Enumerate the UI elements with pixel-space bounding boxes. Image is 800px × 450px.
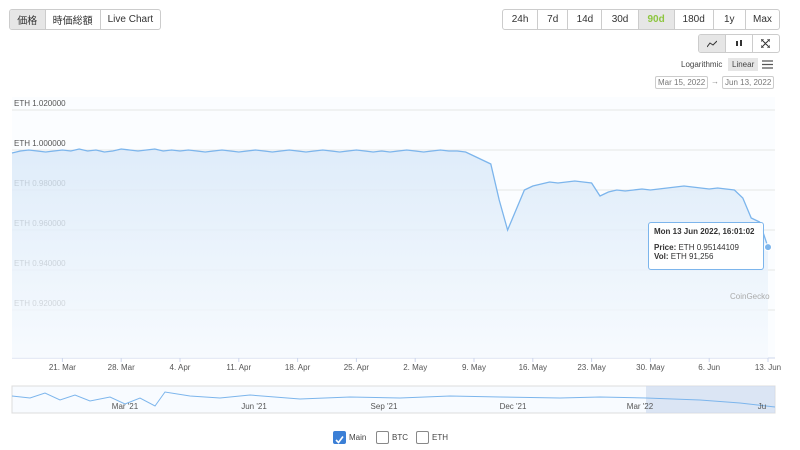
fullscreen-icon[interactable]: [751, 35, 779, 52]
navigator-selection[interactable]: [646, 386, 775, 413]
legend-label[interactable]: BTC: [392, 433, 408, 442]
range-button[interactable]: Max: [744, 10, 779, 29]
range-button[interactable]: 30d: [601, 10, 637, 29]
navigator-label: Mar '22: [627, 402, 654, 411]
navigator-label: Mar '21: [112, 402, 139, 411]
menu-icon[interactable]: [762, 60, 773, 69]
checkbox-checked[interactable]: [333, 431, 346, 444]
x-tick-label: 30. May: [636, 363, 664, 372]
x-tick-label: 28. Mar: [108, 363, 135, 372]
x-tick-label: 6. Jun: [698, 363, 720, 372]
x-tick-label: 23. May: [577, 363, 605, 372]
navigator-label: Sep '21: [371, 402, 398, 411]
navigator-label: Jun '21: [241, 402, 267, 411]
line-icon[interactable]: [699, 35, 726, 52]
tab[interactable]: Live Chart: [99, 10, 160, 29]
tooltip-price: ETH 0.95144109: [678, 243, 739, 252]
range-button[interactable]: 14d: [567, 10, 601, 29]
range-button[interactable]: 7d: [537, 10, 567, 29]
tooltip: Mon 13 Jun 2022, 16:01:02 Price: ETH 0.9…: [648, 222, 764, 270]
x-tick-label: 21. Mar: [49, 363, 76, 372]
tooltip-label: Vol:: [654, 252, 669, 261]
date-separator: →: [711, 77, 719, 86]
range-button[interactable]: 24h: [511, 14, 529, 25]
range-button[interactable]: 90d: [637, 10, 674, 29]
range-group: 24h 7d 14d 30d 90d 180d 1y Max: [502, 9, 780, 30]
line: [11, 148, 769, 248]
watermark: CoinGecko: [730, 292, 770, 301]
hover-point: [764, 243, 772, 252]
tab-group: 価格 時価総額 Live Chart: [9, 9, 161, 30]
x-tick-label: 13. Jun: [755, 363, 781, 372]
range-button[interactable]: 1y: [712, 10, 745, 29]
x-tick-label: 4. Apr: [170, 363, 191, 372]
date-to[interactable]: Jun 13, 2022: [722, 76, 775, 89]
linear-option[interactable]: Linear: [728, 58, 759, 71]
x-tick-label: 11. Apr: [226, 363, 251, 372]
log-option[interactable]: Logarithmic: [681, 60, 723, 69]
x-tick-label: 9. May: [462, 363, 486, 372]
tab[interactable]: 価格: [10, 10, 45, 29]
x-tick-label: 25. Apr: [344, 363, 370, 372]
chart-type-group: [698, 34, 780, 53]
navigator-label: Ju: [758, 402, 766, 411]
tab[interactable]: 時価総額: [44, 10, 100, 29]
checkbox[interactable]: [376, 431, 389, 444]
legend-label[interactable]: ETH: [432, 433, 448, 442]
tooltip-label: Price:: [654, 243, 677, 252]
range-button[interactable]: 180d: [673, 10, 713, 29]
x-tick-label: 18. Apr: [285, 363, 311, 372]
y-tick-label: ETH 1.000000: [14, 139, 66, 148]
navigator-label: Dec '21: [500, 402, 527, 411]
navigator-line: [11, 391, 776, 408]
candle-icon[interactable]: [725, 35, 751, 52]
date-from[interactable]: Mar 15, 2022: [655, 76, 709, 89]
y-tick-label: ETH 1.020000: [14, 99, 66, 108]
tooltip-vol: ETH 91,256: [670, 252, 714, 261]
tooltip-title: Mon 13 Jun 2022, 16:01:02: [654, 227, 755, 236]
area: [12, 149, 768, 358]
x-tick-label: 16. May: [519, 363, 547, 372]
x-tick-label: 2. May: [403, 363, 427, 372]
checkbox[interactable]: [416, 431, 429, 444]
legend-label[interactable]: Main: [349, 433, 367, 442]
